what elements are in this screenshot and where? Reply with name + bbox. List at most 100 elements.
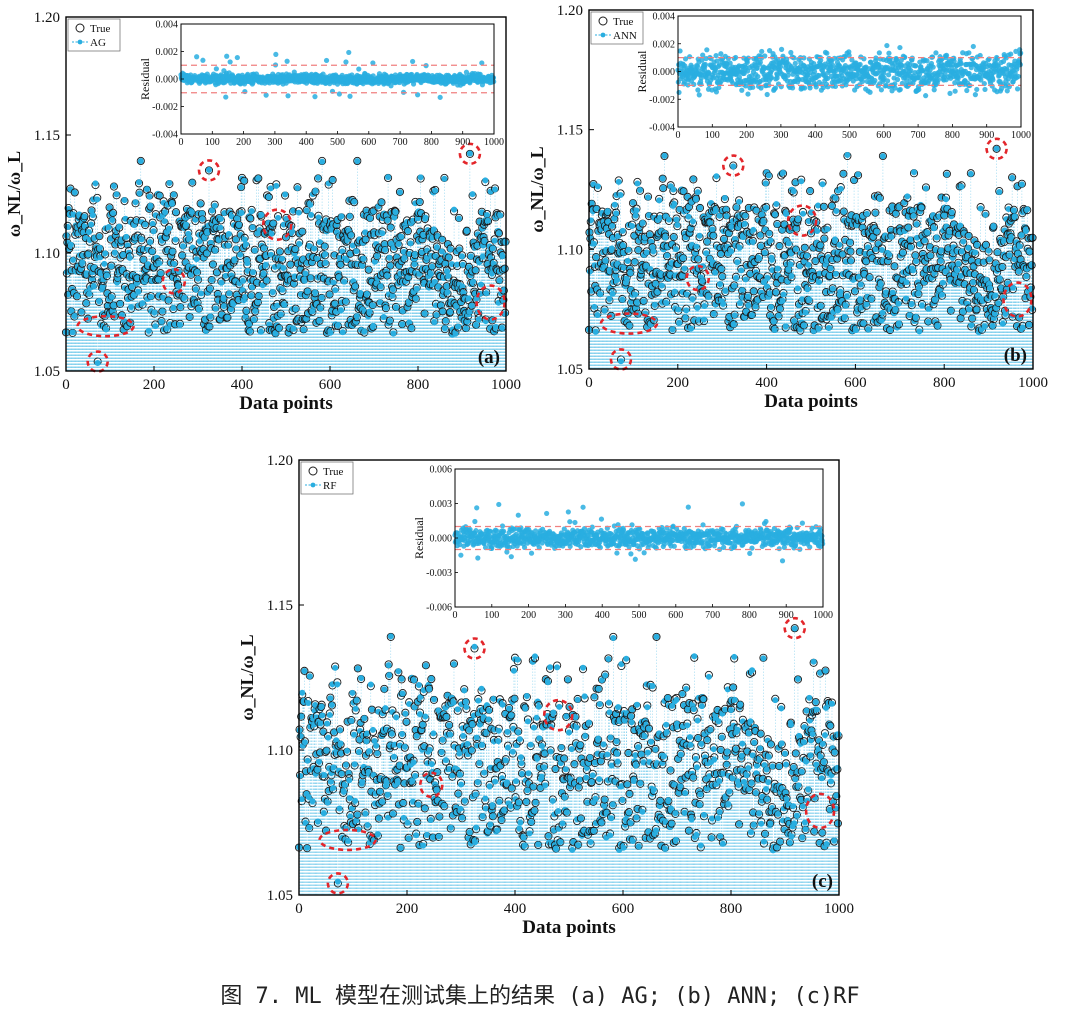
true-point [330, 251, 339, 260]
pred-point [484, 212, 491, 219]
true-point [72, 292, 82, 301]
pred-point [290, 207, 297, 214]
pred-point [113, 191, 120, 198]
true-point [156, 269, 165, 278]
pred-point [260, 270, 267, 277]
pred-point [85, 228, 92, 235]
true-point [188, 178, 197, 187]
pred-point [162, 209, 168, 216]
pred-point [348, 231, 355, 238]
x-tick-label: 800 [407, 377, 430, 393]
pred-point [322, 259, 329, 266]
true-point [281, 233, 291, 242]
true-point [127, 282, 137, 292]
pred-point [222, 235, 229, 242]
pred-point [671, 200, 678, 207]
inset-y-tick-label: 0.000 [156, 75, 179, 86]
pred-point [143, 186, 150, 193]
pred-point [177, 303, 184, 310]
pred-point [315, 174, 322, 181]
pred-point [198, 210, 205, 217]
pred-point [659, 175, 666, 182]
pred-point [311, 245, 318, 252]
pred-point [279, 255, 286, 262]
pred-point [499, 253, 506, 260]
pred-point [81, 213, 88, 220]
pred-point [192, 216, 199, 223]
pred-point [123, 233, 130, 240]
true-point [347, 231, 356, 240]
pred-point [280, 265, 287, 272]
true-point [240, 176, 249, 185]
pred-point [242, 241, 249, 248]
pred-point [312, 187, 319, 194]
pred-point [501, 265, 508, 272]
true-point [155, 191, 164, 200]
pred-point [147, 202, 154, 209]
x-tick-label: 600 [319, 377, 342, 393]
pred-point [673, 216, 680, 223]
pred-point [179, 252, 186, 259]
pred-point [192, 286, 199, 293]
pred-point [136, 190, 143, 197]
pred-point [169, 248, 176, 255]
pred-point [136, 179, 143, 186]
pred-point [359, 262, 366, 269]
legend: True AG [67, 18, 121, 52]
pred-point [620, 242, 627, 249]
pred-point [639, 219, 646, 226]
pred-point [156, 192, 163, 199]
pred-point [248, 208, 255, 215]
true-point [269, 219, 278, 228]
pred-point [130, 292, 137, 299]
true-point [314, 174, 323, 183]
pred-point [635, 247, 642, 254]
pred-point [249, 224, 256, 231]
pred-point [432, 187, 439, 194]
residual-point [312, 94, 318, 100]
pred-point [267, 185, 274, 192]
pred-point [617, 192, 624, 199]
pred-point [270, 220, 277, 227]
pred-point [71, 189, 78, 196]
pred-point [194, 268, 201, 275]
pred-point [334, 216, 341, 223]
pred-point [94, 196, 101, 203]
pred-point [629, 222, 636, 229]
true-point [303, 287, 312, 296]
residual-inset: 0 100 200 300 400 500 600 700 800 900 1000 -0.004 -0… [138, 20, 504, 149]
pred-point [263, 277, 270, 284]
pred-point [106, 204, 113, 211]
pred-point [662, 234, 669, 241]
pred-point [193, 256, 200, 263]
true-point [298, 227, 307, 236]
pred-point [220, 294, 227, 301]
pred-point [207, 313, 214, 320]
pred-point [135, 288, 142, 295]
pred-point [237, 232, 244, 239]
pred-point [189, 244, 196, 251]
true-point [351, 282, 360, 291]
true-point [254, 291, 263, 301]
pred-point [233, 245, 240, 252]
pred-point [242, 313, 249, 320]
x-tick-label: 0 [62, 377, 70, 393]
pred-point [335, 274, 342, 281]
x-tick-label: 200 [143, 377, 166, 393]
pred-point [217, 215, 224, 222]
pred-point [331, 251, 338, 258]
pred-point [250, 316, 257, 323]
pred-point [248, 292, 255, 299]
pred-point [209, 207, 216, 214]
pred-point [459, 253, 465, 260]
pred-point [213, 269, 220, 276]
pred-point [262, 261, 269, 268]
pred-point [81, 223, 88, 230]
pred-point [321, 243, 328, 250]
pred-point [96, 233, 103, 240]
true-point [205, 322, 214, 331]
pred-point [255, 292, 262, 299]
pred-point [71, 312, 78, 319]
